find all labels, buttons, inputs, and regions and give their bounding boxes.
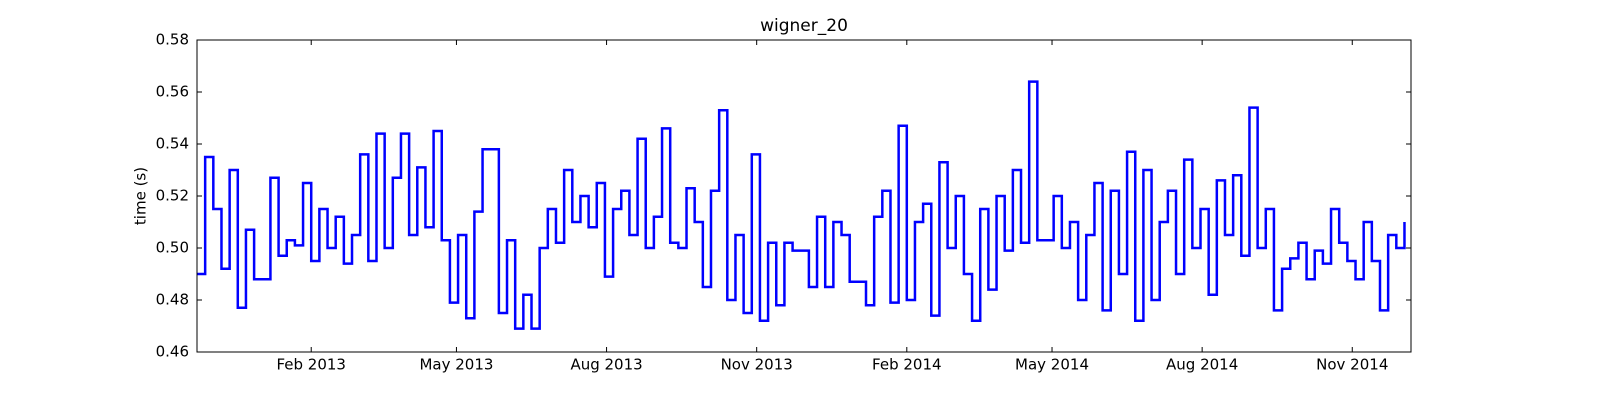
y-tick-label: 0.54 bbox=[156, 135, 189, 153]
y-tick-label: 0.48 bbox=[156, 291, 189, 309]
y-tick-label: 0.50 bbox=[156, 239, 189, 257]
x-tick-label: Feb 2014 bbox=[872, 356, 942, 374]
x-tick-label: May 2014 bbox=[1015, 356, 1089, 374]
x-tick-label: Aug 2013 bbox=[570, 356, 642, 374]
data-line bbox=[197, 80, 1406, 330]
y-tick-label: 0.56 bbox=[156, 83, 189, 101]
x-tick-label: Nov 2013 bbox=[721, 356, 793, 374]
y-tick-label: 0.58 bbox=[156, 31, 189, 49]
x-tick-label: Nov 2014 bbox=[1316, 356, 1388, 374]
x-tick-label: Aug 2014 bbox=[1166, 356, 1238, 374]
x-tick-label: Feb 2013 bbox=[276, 356, 346, 374]
x-tick-label: May 2013 bbox=[419, 356, 493, 374]
chart-title: wigner_20 bbox=[760, 16, 848, 36]
plot-frame bbox=[196, 39, 1412, 353]
y-axis-label: time (s) bbox=[132, 167, 150, 225]
y-tick-label: 0.52 bbox=[156, 187, 189, 205]
y-tick-label: 0.46 bbox=[156, 343, 189, 361]
